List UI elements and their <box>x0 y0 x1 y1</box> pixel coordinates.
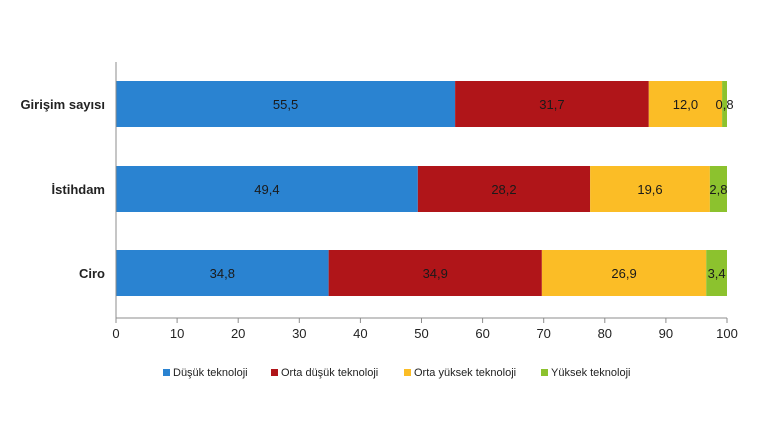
legend: Düşük teknoloji Orta düşük teknoloji Orta … <box>163 367 631 379</box>
x-tick-label: 30 <box>292 326 306 341</box>
category-labels-group: Girişim sayısı İstihdam Ciro <box>20 97 105 281</box>
legend-label: Yüksek teknoloji <box>551 367 631 379</box>
data-label: 19,6 <box>637 182 662 197</box>
data-label: 28,2 <box>491 182 516 197</box>
x-tick-label: 20 <box>231 326 245 341</box>
bar-segment <box>116 250 329 296</box>
data-label: 3,4 <box>708 266 726 281</box>
bar-segment <box>116 166 418 212</box>
x-tick-label: 90 <box>659 326 673 341</box>
legend-swatch <box>163 369 170 376</box>
data-labels-group: 55,5 31,7 12,0 0,8 49,4 28,2 19,6 2,8 34,8 34,9 26… <box>210 97 734 281</box>
data-label: 12,0 <box>673 97 698 112</box>
category-label: Ciro <box>79 266 105 281</box>
legend-label: Düşük teknoloji <box>173 367 248 379</box>
x-tick-label: 10 <box>170 326 184 341</box>
data-label: 55,5 <box>273 97 298 112</box>
bar-segment <box>722 81 727 127</box>
bar-segment <box>116 81 456 127</box>
x-tick-label: 80 <box>598 326 612 341</box>
data-label: 34,8 <box>210 266 235 281</box>
bar-segment <box>648 81 723 127</box>
x-tick-label: 50 <box>414 326 428 341</box>
bar-segment <box>328 250 542 296</box>
bar-segment <box>706 250 727 296</box>
bar-segment <box>709 166 727 212</box>
legend-label: Orta düşük teknoloji <box>281 367 378 379</box>
x-tick-label: 60 <box>475 326 489 341</box>
category-label: Girişim sayısı <box>20 97 105 112</box>
bar-segment <box>590 166 710 212</box>
data-label: 31,7 <box>539 97 564 112</box>
x-axis: 0 10 20 30 40 50 60 70 80 90 100 <box>112 62 738 341</box>
legend-swatch <box>271 369 278 376</box>
data-label: 49,4 <box>254 182 279 197</box>
x-tick-label: 0 <box>112 326 119 341</box>
legend-swatch <box>404 369 411 376</box>
category-label: İstihdam <box>52 182 105 197</box>
bar-segment <box>455 81 649 127</box>
data-label: 0,8 <box>716 97 734 112</box>
data-label: 26,9 <box>611 266 636 281</box>
bars-group <box>116 81 727 296</box>
legend-swatch <box>541 369 548 376</box>
x-tick-label: 70 <box>536 326 550 341</box>
data-label: 2,8 <box>709 182 727 197</box>
data-label: 34,9 <box>423 266 448 281</box>
bar-segment <box>417 166 591 212</box>
legend-label: Orta yüksek teknoloji <box>414 367 516 379</box>
x-tick-label: 100 <box>716 326 738 341</box>
x-tick-label: 40 <box>353 326 367 341</box>
bar-segment <box>541 250 707 296</box>
